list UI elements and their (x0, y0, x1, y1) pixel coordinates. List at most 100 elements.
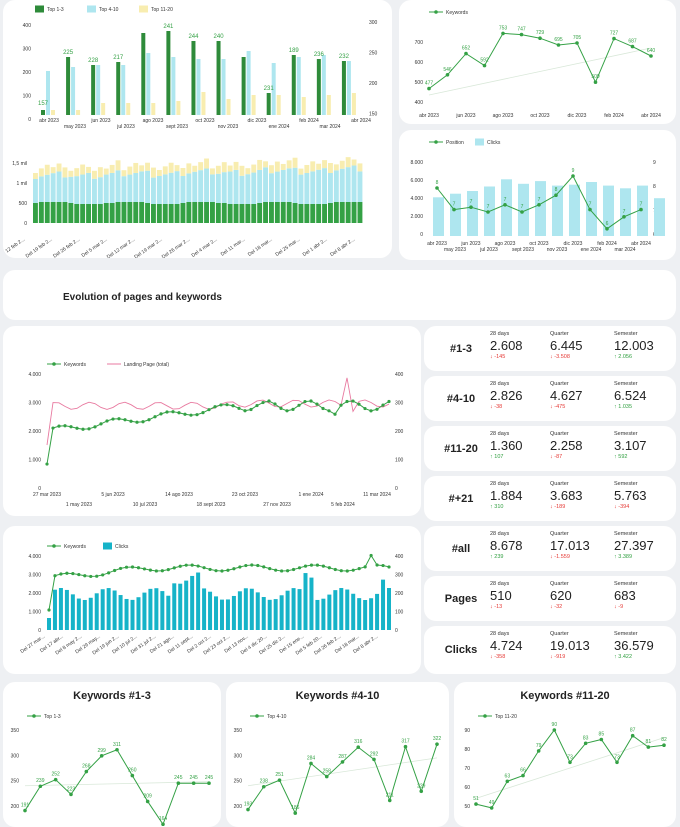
stat-delta: ↑ 3.389 (614, 554, 654, 560)
stat-delta-value: 2.056 (618, 354, 633, 360)
stack-green (198, 202, 204, 223)
stack-green (50, 202, 56, 223)
stat-delta-value: 239 (494, 554, 504, 560)
keywords-point (107, 571, 111, 575)
data-label: 8 (436, 180, 439, 186)
stat-card-6: Clicks 28 days 4.724 ↓ -358 Quarter 19.013 ↓ -… (424, 626, 676, 674)
x-tick: Del 11 mar... (220, 237, 246, 258)
stat-delta: ↓ -38 (490, 404, 523, 410)
keywords-point (268, 567, 272, 571)
clicks-bar (255, 592, 260, 630)
y-right-tick: 300 (395, 573, 404, 579)
stat-header: Quarter (550, 631, 569, 637)
data-label: 317 (401, 739, 410, 745)
stack-yellow (251, 164, 257, 173)
stat-column-quarter: Quarter 3.683 ↓ -189 (550, 481, 583, 510)
stat-delta-value: -9 (618, 604, 624, 610)
data-point (99, 754, 104, 758)
stat-delta-value: -394 (618, 504, 630, 510)
stat-delta-value: 310 (494, 504, 504, 510)
data-point (630, 733, 635, 738)
data-label: 7 (538, 197, 541, 203)
stat-header: Quarter (550, 331, 569, 337)
data-point (340, 760, 345, 764)
position-point (435, 186, 439, 190)
trend-line (428, 47, 652, 96)
keywords-point (285, 409, 289, 413)
y-tick: 350 (234, 728, 243, 734)
keywords-1-3-chart: Top 1-3 350 300 250 200 191 239 252 223 268 299 311… (11, 714, 213, 827)
bar-top-1-3 (166, 31, 171, 115)
keywords-point (89, 574, 93, 579)
keywords-point (165, 410, 169, 414)
y-right-tick: 8 (653, 184, 656, 190)
y-left-tick: 2.000 (410, 214, 423, 220)
keywords-point (381, 563, 385, 568)
clicks-bar (321, 598, 326, 630)
clicks-bar (285, 590, 290, 630)
data-label: 73 (567, 754, 573, 760)
keywords-point (381, 403, 385, 407)
clicks-bar (58, 588, 63, 630)
keywords-point (178, 564, 182, 568)
data-label: 7 (453, 202, 456, 208)
stack-yellow (280, 163, 286, 170)
clicks-bar (569, 184, 580, 236)
y-left-tick: 4.000 (28, 372, 41, 378)
stack-yellow (186, 163, 192, 174)
legend-landing-label: Landing Page (total) (124, 362, 169, 368)
stack-green (44, 202, 50, 223)
keywords-clicks-chart: Keywords Clicks 4.000 3.000 2.000 1.000 0 400 30… (19, 542, 404, 656)
keywords-point (262, 565, 266, 569)
stat-delta: ↑ 1.035 (614, 404, 647, 410)
y-tick: 600 (415, 60, 424, 66)
x-tick: nov 2023 (218, 124, 239, 130)
stack-yellow (239, 165, 245, 176)
stack-yellow (339, 160, 345, 169)
x-tick: dic 2023 (248, 118, 267, 124)
keywords-11-20-card: Keywords #11-20 Top 11-20 90 80 70 60 50 51 49 6… (454, 682, 676, 827)
bar-top-4-10 (296, 57, 301, 115)
stat-header: Semester (614, 431, 638, 437)
bar-top-1-3 (116, 62, 121, 115)
stack-yellow (292, 157, 298, 168)
data-point (387, 798, 392, 803)
keywords-point (357, 402, 361, 406)
clicks-bar (249, 588, 254, 630)
keywords-point (172, 566, 176, 570)
stack-yellow (198, 162, 204, 171)
bar-top-4-10 (196, 59, 201, 115)
keywords-point (220, 569, 224, 573)
keywords-point (124, 565, 129, 569)
stack-blue (174, 171, 180, 204)
keywords-point (237, 406, 241, 410)
keywords-point (201, 411, 205, 415)
clicks-bar (297, 589, 302, 630)
y-tick: 80 (464, 747, 470, 753)
x-tick: may 2023 (444, 247, 466, 253)
stack-yellow (50, 167, 56, 174)
stack-blue (333, 170, 339, 202)
stat-delta: ↑ 239 (490, 554, 523, 560)
keywords-point (190, 563, 194, 567)
stack-yellow (322, 160, 327, 169)
data-label: 727 (610, 31, 619, 37)
clicks-bar (450, 193, 461, 236)
stack-yellow (227, 165, 233, 172)
stack-yellow (298, 168, 304, 175)
keywords-point (123, 418, 127, 422)
keywords-point (315, 402, 319, 406)
clicks-bar (433, 197, 444, 236)
stat-header: Semester (614, 331, 638, 337)
data-label: 299 (97, 748, 106, 754)
keywords-point (309, 399, 313, 403)
y-tick: 300 (11, 753, 20, 759)
keywords-point (630, 44, 635, 49)
bar-top-11-20 (251, 95, 256, 115)
keywords-point (47, 608, 51, 612)
data-label: 81 (646, 739, 652, 745)
position-clicks-chart: Position Clicks 8.000 6.000 4.000 2.000 0 9 8 7 6 8… (410, 138, 665, 253)
legend-svg-k13-label: Top 1-3 (44, 714, 61, 720)
keywords-point (339, 569, 343, 573)
bar-top-1-3 (291, 55, 296, 115)
